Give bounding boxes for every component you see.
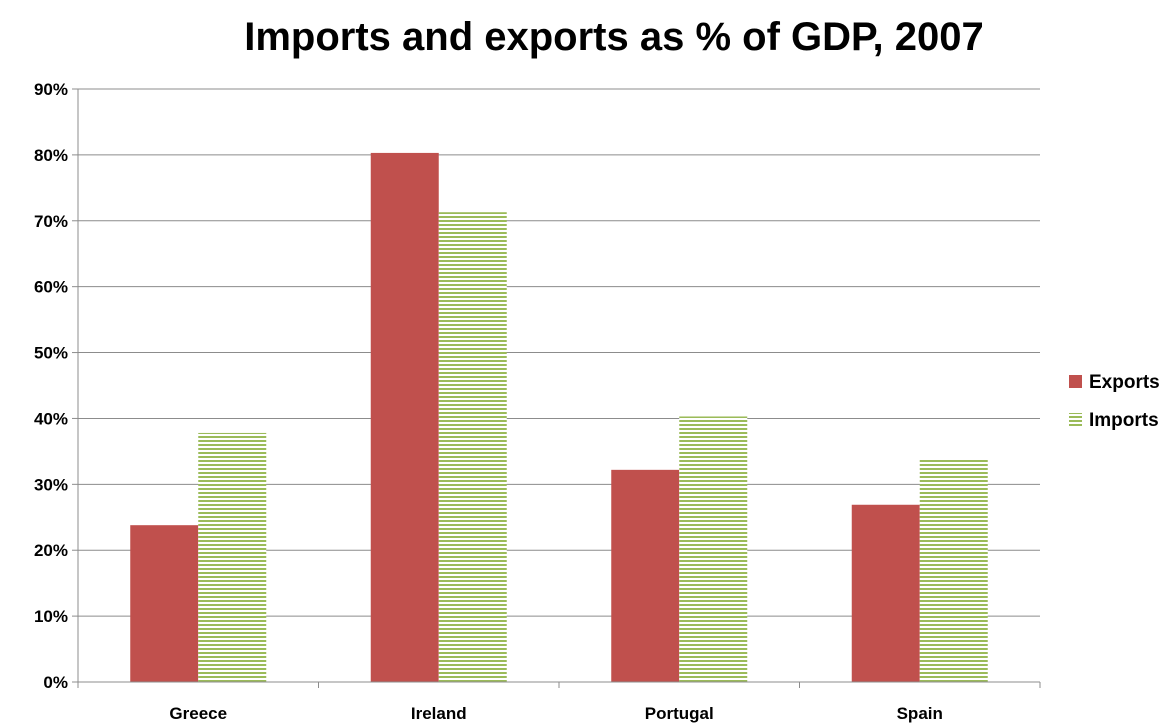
bar-exports-spain	[851, 504, 920, 682]
y-tick-label: 80%	[34, 146, 68, 165]
bars	[130, 152, 988, 682]
y-tick-label: 10%	[34, 607, 68, 626]
bar-imports-ireland	[438, 212, 507, 682]
bar-exports-ireland	[370, 152, 439, 682]
y-tick-label: 90%	[34, 80, 68, 99]
x-tick-label: Greece	[169, 704, 227, 723]
y-tick-label: 70%	[34, 212, 68, 231]
bar-exports-greece	[130, 525, 199, 682]
legend-label-exports: Exports	[1089, 372, 1160, 393]
y-tick-label: 50%	[34, 344, 68, 363]
legend-label-imports: Imports	[1089, 410, 1159, 431]
chart-title: Imports and exports as % of GDP, 2007	[244, 15, 984, 59]
y-tick-label: 30%	[34, 475, 68, 494]
bar-imports-portugal	[679, 416, 748, 682]
y-tick-label: 20%	[34, 541, 68, 560]
bar-imports-greece	[198, 432, 267, 682]
x-tick-label: Ireland	[411, 704, 467, 723]
legend-swatch-imports	[1069, 413, 1082, 426]
bar-imports-spain	[919, 459, 988, 682]
x-tick-label: Spain	[897, 704, 943, 723]
y-tick-label: 40%	[34, 409, 68, 428]
legend: Exports Imports	[1069, 372, 1160, 431]
y-tick-label: 0%	[43, 673, 68, 692]
y-tick-label: 60%	[34, 278, 68, 297]
bar-exports-portugal	[611, 469, 680, 682]
legend-swatch-exports	[1069, 375, 1082, 388]
axes: 0% 10% 20% 30% 40% 50% 60% 70% 80% 90% Greece Irela…	[34, 80, 1041, 723]
x-tick-label: Portugal	[645, 704, 714, 723]
